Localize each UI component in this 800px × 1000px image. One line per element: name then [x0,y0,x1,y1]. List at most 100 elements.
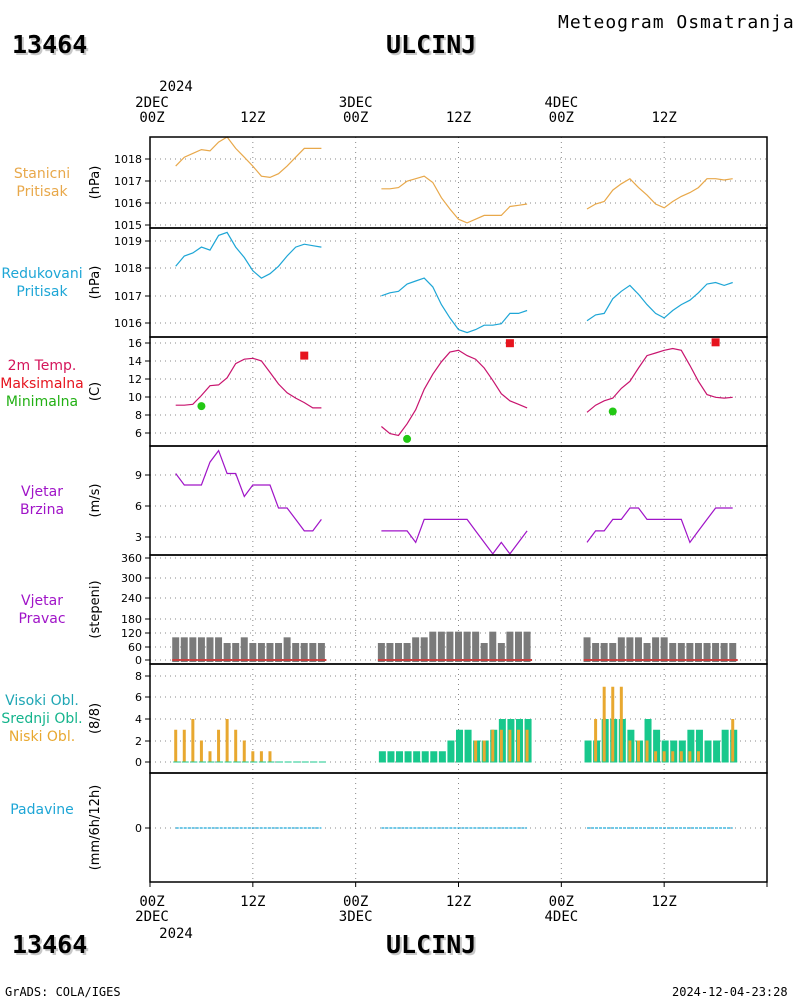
wind-direction-baseline [472,659,481,661]
y-axis-unit: (C) [88,382,103,401]
middle-cloud-bar [584,740,592,762]
y-tick-label: 0 [135,654,142,667]
temperature-line [381,349,528,437]
low-cloud-bar [628,740,632,762]
time-hour-label: 00Z [548,894,574,910]
wind-direction-bar [403,643,411,662]
wind-direction-bar [197,637,205,662]
wind-direction-bar [626,637,634,662]
low-cloud-bar [191,719,195,762]
wind-direction-baseline [523,659,533,661]
y-axis-unit: (8/8) [88,703,103,734]
wind-direction-baseline [223,659,233,661]
wind-direction-baseline [626,659,635,661]
low-cloud-bar [611,686,615,762]
y-tick-label: 180 [121,613,142,626]
wind-direction-baseline [617,659,627,661]
low-cloud-bar [474,740,478,762]
wind-direction-bar [386,643,394,662]
low-cloud-bar [679,751,683,762]
time-date-label: 4DEC [544,95,579,111]
middle-cloud-bar [387,751,395,762]
wind-direction-bar [180,637,188,662]
wind-direction-bar [609,643,617,662]
p2-label-line: Redukovani [1,265,83,282]
low-cloud-bar [619,686,623,762]
wind-direction-bar [677,643,685,662]
low-cloud-bar [594,719,598,762]
p4-label-line: Vjetar [21,483,63,500]
y-tick-label: 16 [128,337,142,350]
low-cloud-bar [199,740,203,762]
time-hour-label: 00Z [343,110,369,126]
y-tick-label: 4 [135,713,142,726]
reduced-pressure-line [381,277,528,334]
wind-direction-baseline [412,659,421,661]
station-id-top: 13464 [12,30,88,59]
p3-label-line: Minimalna [5,393,79,410]
low-cloud-bar [696,751,700,762]
wind-direction-baseline [489,659,498,661]
station-id-bottom: 13464 [12,930,88,959]
station-pressure-line [175,136,322,179]
wind-direction-bar [283,637,291,662]
p4-label-line: Brzina [19,501,65,518]
wind-direction-baseline [514,659,524,661]
middle-cloud-bar [404,751,412,762]
low-cloud-bar [182,729,186,762]
wind-direction-bar [266,643,274,662]
wind-direction-bar [300,643,308,662]
wind-direction-bar [215,637,223,662]
footer-timestamp: 2024-12-04-23:28 [672,985,788,999]
middle-cloud-bar [713,740,721,762]
p5-label-line: Pravac [18,610,66,627]
middle-cloud-bar [378,751,386,762]
low-cloud-bar [654,751,658,762]
y-tick-label: 60 [128,641,142,654]
time-date-label: 3DEC [338,909,373,925]
station-pressure-line [586,177,733,210]
time-hour-label: 00Z [139,110,165,126]
wind-direction-baseline [240,659,250,661]
wind-direction-bar [249,643,257,662]
wind-direction-baseline [634,659,644,661]
wind-direction-baseline [386,659,395,661]
p3-label-line: Maksimalna [0,375,84,392]
wind-direction-bar [660,637,668,662]
wind-direction-bar [480,643,488,662]
low-cloud-bar [602,686,606,762]
y-tick-label: 1016 [114,317,142,330]
y-tick-label: 8 [135,670,142,683]
y-tick-label: 0 [135,756,142,769]
low-cloud-bar [268,751,272,762]
time-date-label: 2DEC [135,95,169,111]
station-pressure-line [381,175,528,224]
wind-direction-baseline [249,659,258,661]
station-name-bottom: ULCINJ [386,930,477,959]
top-year-label: 2024 [159,79,193,95]
wind-direction-baseline [377,659,387,661]
p1-label-line: Stanicni [13,165,71,182]
time-date-label: 2DEC [135,909,169,925]
wind-direction-baseline [172,659,181,661]
wind-direction-baseline [300,659,310,661]
middle-cloud-bar [438,751,446,762]
y-tick-label: 6 [135,691,142,704]
wind-direction-baseline [497,659,507,661]
wind-direction-baseline [180,659,190,661]
wind-direction-baseline [652,659,661,661]
reduced-pressure-line [175,231,322,279]
low-cloud-bar [225,719,229,762]
y-tick-label: 6 [135,500,142,513]
wind-direction-bar [437,631,445,662]
wind-direction-baseline [592,659,601,661]
p4-frame [149,445,768,556]
min-temp-marker [608,407,617,416]
wind-direction-bar [669,643,677,662]
low-cloud-bar [217,729,221,762]
low-cloud-bar [499,729,503,762]
wind-direction-baseline [437,659,447,661]
low-cloud-bar [688,751,692,762]
p7-label-line: Padavine [10,801,74,818]
